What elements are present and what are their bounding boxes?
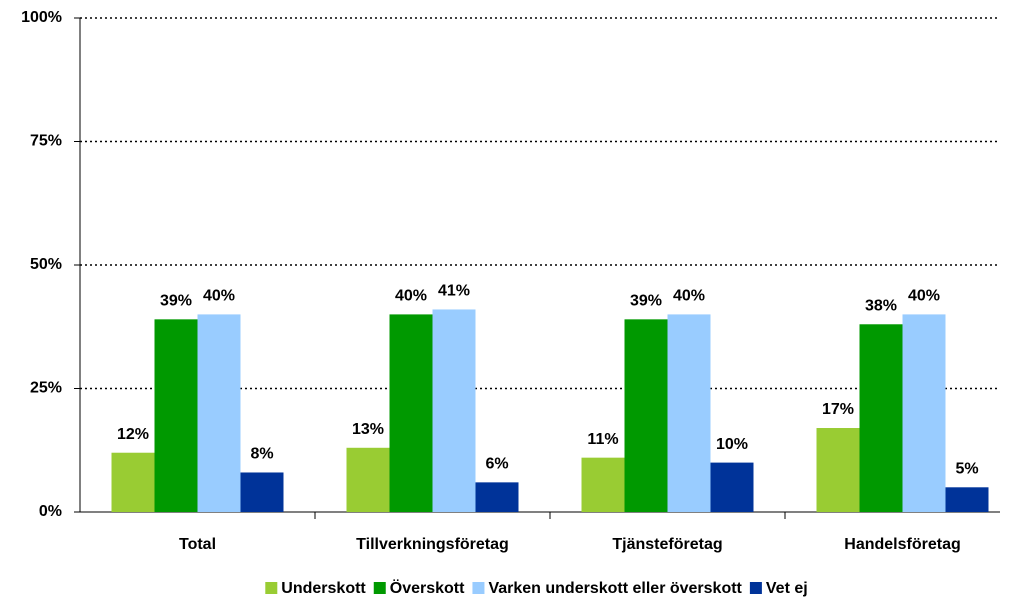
bar [945, 487, 989, 512]
data-label: 39% [160, 293, 192, 310]
x-tick-label: Handelsföretag [844, 536, 960, 553]
y-tick-label: 100% [21, 9, 62, 26]
bar [475, 482, 519, 512]
bar [197, 314, 241, 512]
data-label: 11% [587, 431, 618, 448]
y-tick-label: 50% [30, 256, 62, 273]
y-tick-label: 0% [39, 503, 62, 520]
bar [240, 472, 284, 512]
data-label: 38% [865, 297, 897, 314]
data-label: 12% [117, 426, 149, 443]
legend-label: Överskott [390, 578, 465, 597]
data-label: 17% [822, 401, 854, 418]
bar [859, 324, 903, 512]
y-tick-label: 75% [30, 133, 62, 150]
legend-swatch [373, 582, 386, 594]
legend-label: Vet ej [766, 580, 808, 597]
data-label: 13% [352, 421, 384, 438]
bar [902, 314, 946, 512]
bar [710, 462, 754, 512]
data-label: 40% [203, 288, 235, 305]
data-label: 5% [955, 461, 978, 478]
legend-label: Underskott [281, 580, 366, 597]
bar [154, 319, 198, 512]
bar [111, 452, 155, 512]
data-label: 40% [395, 288, 427, 305]
bar [389, 314, 433, 512]
data-label: 40% [673, 288, 705, 305]
x-tick-label: Tjänsteföretag [612, 536, 722, 553]
x-tick-label: Tillverkningsföretag [356, 536, 509, 553]
legend-swatch [265, 582, 278, 594]
data-label: 41% [438, 283, 470, 300]
legend-swatch [472, 582, 485, 594]
data-label: 6% [485, 456, 508, 473]
bar [346, 447, 390, 512]
data-label: 10% [716, 436, 748, 453]
bar [581, 457, 625, 512]
y-tick-label: 25% [30, 380, 62, 397]
bar [432, 309, 476, 512]
x-tick-label: Total [179, 536, 216, 553]
bar [667, 314, 711, 512]
data-label: 8% [250, 446, 273, 463]
bar [816, 428, 860, 512]
data-label: 39% [630, 293, 662, 310]
legend-label: Varken underskott eller överskott [488, 580, 742, 597]
data-label: 40% [908, 288, 940, 305]
legend-swatch [749, 582, 762, 594]
bar [624, 319, 668, 512]
